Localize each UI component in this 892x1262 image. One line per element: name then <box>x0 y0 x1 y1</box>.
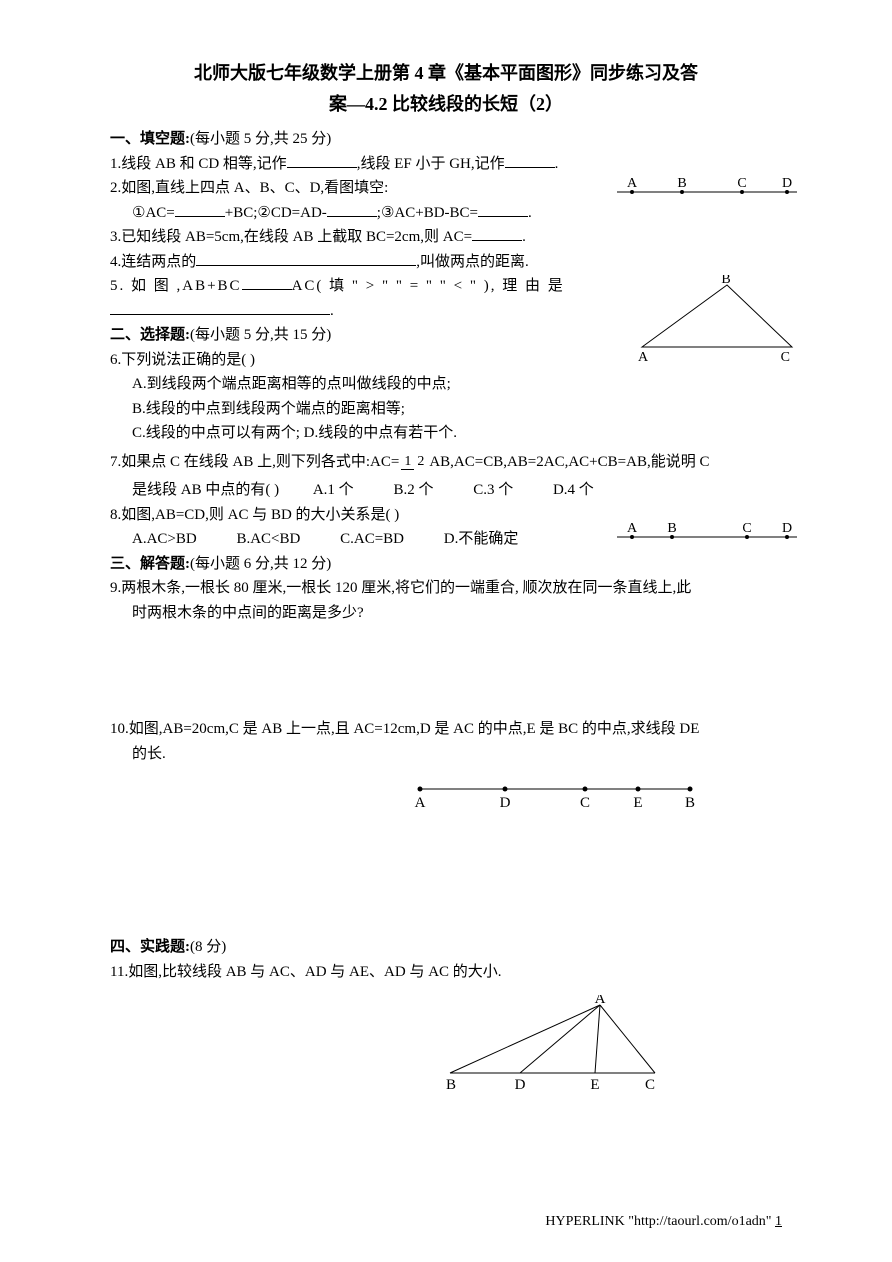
figure-line-adceb: A D C E B <box>410 777 700 817</box>
blank <box>478 202 528 217</box>
doc-title: 北师大版七年级数学上册第 4 章《基本平面图形》同步练习及答 <box>110 60 782 87</box>
q10-text-b: 的长. <box>132 746 166 762</box>
question-5: 5. 如 图 ,AB+BC AC( 填 " > " " = " " < " ), … <box>110 275 782 298</box>
blank <box>472 226 522 241</box>
section-1-header: 一、填空题:(每小题 5 分,共 25 分) <box>110 128 782 151</box>
question-3: 3.已知线段 AB=5cm,在线段 AB 上截取 BC=2cm,则 AC=. <box>110 226 782 249</box>
blank <box>196 251 416 266</box>
svg-text:E: E <box>633 795 642 811</box>
q8-opt-a: A.AC>BD <box>132 528 197 551</box>
q8-text: 8.如图,AB=CD,则 AC 与 BD 的大小关系是( ) <box>110 507 399 523</box>
q7-opt-d: D.4 个 <box>553 479 594 502</box>
svg-text:C: C <box>742 522 751 536</box>
svg-text:C: C <box>781 350 792 365</box>
q6-opt-a: A.到线段两个端点距离相等的点叫做线段的中点; <box>110 373 782 396</box>
q6-opt-b: B.线段的中点到线段两个端点的距离相等; <box>110 398 782 421</box>
q2-sub-b: +BC;②CD=AD- <box>225 205 327 221</box>
question-7: 7.如果点 C 在线段 AB 上,则下列各式中:AC=12AB,AC=CB,AB… <box>110 451 782 474</box>
figure-10-wrap: A D C E B <box>110 767 782 822</box>
svg-text:A: A <box>595 995 606 1007</box>
svg-text:D: D <box>500 795 511 811</box>
section-3-header: 三、解答题:(每小题 6 分,共 12 分) <box>110 553 782 576</box>
question-4: 4.连结两点的 ,叫做两点的距离. <box>110 251 782 274</box>
question-10b: 的长. <box>110 743 782 766</box>
sec4-note: (8 分) <box>190 939 226 955</box>
svg-text:C: C <box>580 795 590 811</box>
svg-text:C: C <box>737 177 746 191</box>
blank <box>505 153 555 168</box>
question-9: 9.两根木条,一根长 80 厘米,一根长 120 厘米,将它们的一端重合, 顺次… <box>110 577 782 600</box>
blank <box>242 275 292 290</box>
svg-text:A: A <box>415 795 426 811</box>
svg-text:B: B <box>667 522 676 536</box>
question-9b: 时两根木条的中点间的距离是多少? <box>110 602 782 625</box>
question-1: 1.线段 AB 和 CD 相等,记作,线段 EF 小于 GH,记作. <box>110 153 782 176</box>
question-11: 11.如图,比较线段 AB 与 AC、AD 与 AE、AD 与 AC 的大小. <box>110 961 782 984</box>
question-10: 10.如图,AB=20cm,C 是 AB 上一点,且 AC=12cm,D 是 A… <box>110 718 782 741</box>
svg-text:B: B <box>677 177 686 191</box>
q1-text-a: 1.线段 AB 和 CD 相等,记作 <box>110 156 287 172</box>
svg-text:B: B <box>685 795 695 811</box>
question-6: 6.下列说法正确的是( ) <box>110 349 782 372</box>
q4-text-b: ,叫做两点的距离. <box>416 254 529 270</box>
q8-options: A.AC>BD B.AC<BD C.AC=BD D.不能确定 A B C D <box>110 528 782 551</box>
fraction-half: 12 <box>401 455 427 470</box>
q2-sub-a: ①AC= <box>132 205 175 221</box>
svg-text:D: D <box>782 522 792 536</box>
svg-text:B: B <box>446 1077 456 1093</box>
q2-sub-c: ;③AC+BD-BC= <box>377 205 478 221</box>
q5-text-b: AC( 填 " > " " = " " < " ), 理 由 是 <box>292 278 565 294</box>
footer-hyperlink-text: HYPERLINK "http://taourl.com/o1adn" <box>545 1214 775 1229</box>
q7-line2: 是线段 AB 中点的有( ) A.1 个 B.2 个 C.3 个 D.4 个 <box>110 479 782 502</box>
q8-opt-d: D.不能确定 <box>444 528 519 551</box>
sec4-head: 四、实践题: <box>110 939 190 955</box>
q5-text-a: 5. 如 图 ,AB+BC <box>110 278 242 294</box>
footer: HYPERLINK "http://taourl.com/o1adn" 1 <box>545 1211 782 1232</box>
figure-11-wrap: A B D E C <box>110 985 782 1095</box>
q7-opt-a: A.1 个 <box>313 479 354 502</box>
svg-text:E: E <box>590 1077 599 1093</box>
figure-triangle-bdec: A B D E C <box>440 995 670 1095</box>
figure-line-abcd: A B C D <box>612 177 802 199</box>
q4-text-a: 4.连结两点的 <box>110 254 196 270</box>
question-2: 2.如图,直线上四点 A、B、C、D,看图填空: A B C D <box>110 177 782 200</box>
q8-opt-b: B.AC<BD <box>236 528 300 551</box>
q7-text-b: AB,AC=CB,AB=2AC,AC+CB=AB,能说明 C <box>429 454 709 470</box>
blank <box>175 202 225 217</box>
blank <box>327 202 377 217</box>
page-number: 1 <box>775 1214 782 1229</box>
figure-line-abcd-2: A B C D <box>612 522 802 544</box>
q7-opt-b: B.2 个 <box>393 479 433 502</box>
blank <box>287 153 357 168</box>
svg-text:C: C <box>645 1077 655 1093</box>
sec2-note: (每小题 5 分,共 15 分) <box>190 327 331 343</box>
svg-text:B: B <box>721 275 732 287</box>
section-4-header: 四、实践题:(8 分) <box>110 936 782 959</box>
blank <box>110 300 330 315</box>
q3-text: 3.已知线段 AB=5cm,在线段 AB 上截取 BC=2cm,则 AC= <box>110 229 472 245</box>
q1-text-b: ,线段 EF 小于 GH,记作 <box>357 156 505 172</box>
sec1-note: (每小题 5 分,共 25 分) <box>190 131 331 147</box>
svg-text:D: D <box>515 1077 526 1093</box>
section-2-header: 二、选择题:(每小题 5 分,共 15 分) <box>110 324 782 347</box>
q7-opt-c: C.3 个 <box>473 479 513 502</box>
sec3-head: 三、解答题: <box>110 556 190 572</box>
svg-text:A: A <box>627 522 638 536</box>
q2-text: 2.如图,直线上四点 A、B、C、D,看图填空: <box>110 180 388 196</box>
doc-subtitle: 案—4.2 比较线段的长短（2） <box>110 91 782 118</box>
sec1-head: 一、填空题: <box>110 131 190 147</box>
svg-text:A: A <box>627 177 638 191</box>
q7-text-c: 是线段 AB 中点的有( ) <box>132 479 279 502</box>
question-2-sub: ①AC=+BC;②CD=AD-;③AC+BD-BC=. <box>110 202 782 225</box>
svg-text:D: D <box>782 177 792 191</box>
q8-opt-c: C.AC=BD <box>340 528 404 551</box>
sec2-head: 二、选择题: <box>110 327 190 343</box>
q7-text-a: 7.如果点 C 在线段 AB 上,则下列各式中:AC= <box>110 454 399 470</box>
q5-blank-line: . <box>110 300 782 323</box>
q6-opt-cd: C.线段的中点可以有两个; D.线段的中点有若干个. <box>110 422 782 445</box>
sec3-note: (每小题 6 分,共 12 分) <box>190 556 331 572</box>
